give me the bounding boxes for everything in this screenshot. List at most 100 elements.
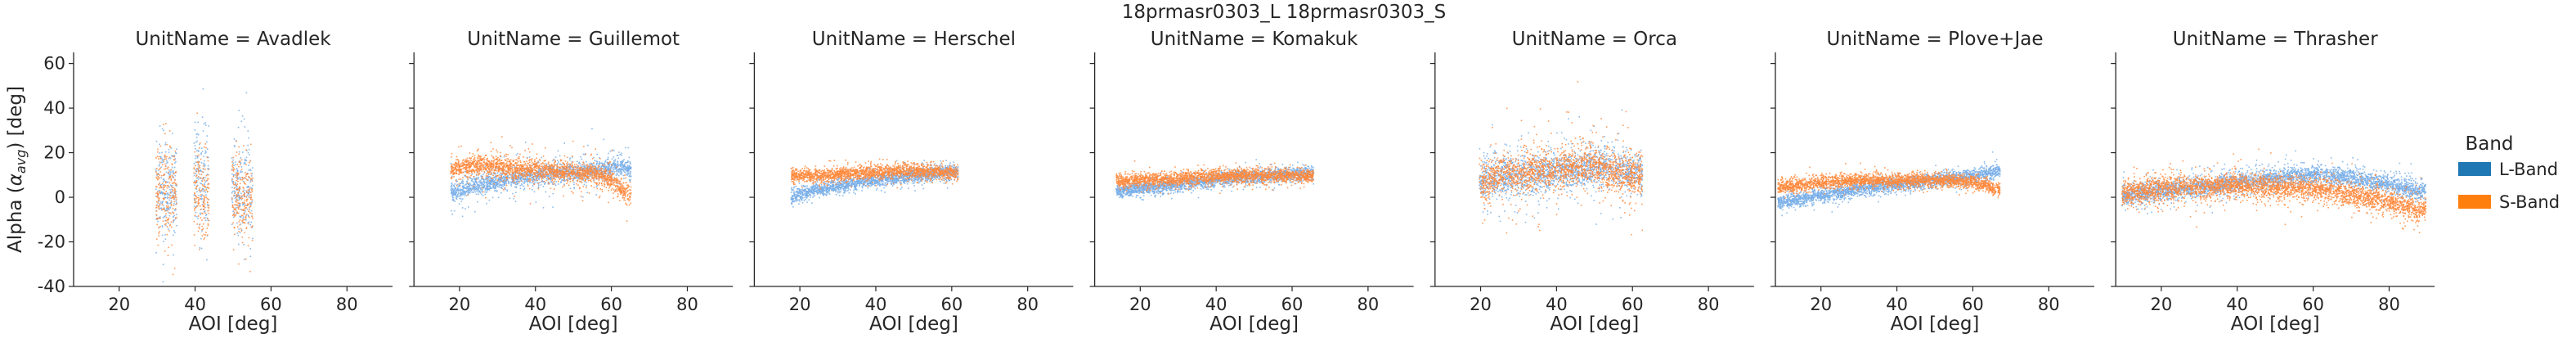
data-point xyxy=(248,195,250,197)
data-point xyxy=(581,169,583,171)
data-point xyxy=(563,163,565,165)
data-point xyxy=(512,164,514,166)
data-point xyxy=(174,162,176,164)
data-point xyxy=(547,168,550,169)
data-point xyxy=(469,167,471,169)
data-point xyxy=(521,183,523,185)
data-point xyxy=(474,210,476,213)
data-point xyxy=(557,166,559,168)
data-point xyxy=(504,154,505,156)
data-point xyxy=(205,214,208,215)
data-point xyxy=(532,173,535,175)
data-point xyxy=(522,173,524,175)
data-point xyxy=(489,178,491,180)
y-tick-label: -20 xyxy=(38,232,65,252)
data-point xyxy=(485,177,487,178)
data-point xyxy=(473,163,474,164)
data-point xyxy=(501,177,504,179)
data-point xyxy=(173,155,176,156)
data-point xyxy=(454,194,456,196)
data-point xyxy=(523,172,525,174)
data-point xyxy=(514,183,517,185)
data-point xyxy=(164,151,167,153)
data-point xyxy=(236,169,239,172)
data-point xyxy=(236,189,238,192)
data-point xyxy=(194,192,195,194)
data-point xyxy=(595,164,598,166)
data-point xyxy=(563,179,565,182)
data-point xyxy=(593,174,595,175)
data-point xyxy=(481,193,482,196)
data-point xyxy=(554,164,555,166)
data-point xyxy=(606,161,608,163)
data-point xyxy=(251,226,254,228)
data-point xyxy=(611,183,613,186)
data-point xyxy=(508,183,509,184)
data-point xyxy=(532,178,535,179)
data-point xyxy=(595,183,597,184)
data-point xyxy=(527,178,529,179)
data-point xyxy=(606,179,608,181)
data-point xyxy=(456,189,459,191)
data-point xyxy=(629,189,631,191)
data-point xyxy=(199,142,201,144)
data-point xyxy=(458,160,460,163)
data-point xyxy=(582,173,584,174)
data-point xyxy=(593,162,595,164)
data-point xyxy=(451,164,452,166)
data-point xyxy=(252,184,254,187)
data-point xyxy=(242,209,244,210)
data-point xyxy=(452,200,454,201)
data-point xyxy=(251,202,253,204)
data-point xyxy=(582,169,584,171)
data-point xyxy=(168,176,171,178)
data-point xyxy=(462,185,464,187)
data-point xyxy=(627,172,630,174)
data-point xyxy=(626,173,629,174)
data-point xyxy=(171,166,173,169)
data-point xyxy=(563,183,565,185)
data-point xyxy=(629,160,631,163)
data-point xyxy=(173,173,174,175)
data-point xyxy=(620,193,622,196)
data-point xyxy=(203,198,205,200)
data-point xyxy=(523,175,524,177)
data-point xyxy=(517,178,518,181)
data-point xyxy=(559,176,561,178)
data-point xyxy=(455,168,456,170)
data-point xyxy=(161,193,164,195)
data-point xyxy=(625,177,626,179)
data-point xyxy=(514,201,517,202)
data-point xyxy=(590,172,592,174)
data-point xyxy=(193,194,195,196)
data-point xyxy=(567,176,569,178)
data-point xyxy=(240,164,241,166)
data-point xyxy=(591,175,593,177)
data-point xyxy=(165,223,167,225)
data-point xyxy=(580,174,582,177)
data-point xyxy=(616,177,618,179)
data-point xyxy=(502,168,505,170)
data-point xyxy=(490,162,491,164)
data-point xyxy=(620,187,622,190)
data-point xyxy=(483,181,486,183)
data-point xyxy=(487,178,488,180)
data-point xyxy=(497,167,500,169)
data-point xyxy=(462,182,464,184)
data-point xyxy=(465,169,468,171)
data-point xyxy=(240,228,242,230)
data-point xyxy=(459,194,461,196)
data-point xyxy=(469,188,471,191)
data-point xyxy=(156,168,158,169)
data-point xyxy=(250,143,252,146)
data-point xyxy=(238,173,240,174)
data-point xyxy=(157,148,159,151)
data-point xyxy=(547,181,550,183)
data-point xyxy=(170,178,172,180)
data-point xyxy=(201,204,204,205)
data-point xyxy=(206,156,209,159)
data-point xyxy=(509,159,512,161)
data-point xyxy=(574,177,577,178)
data-point xyxy=(550,169,553,171)
data-point xyxy=(582,186,585,187)
